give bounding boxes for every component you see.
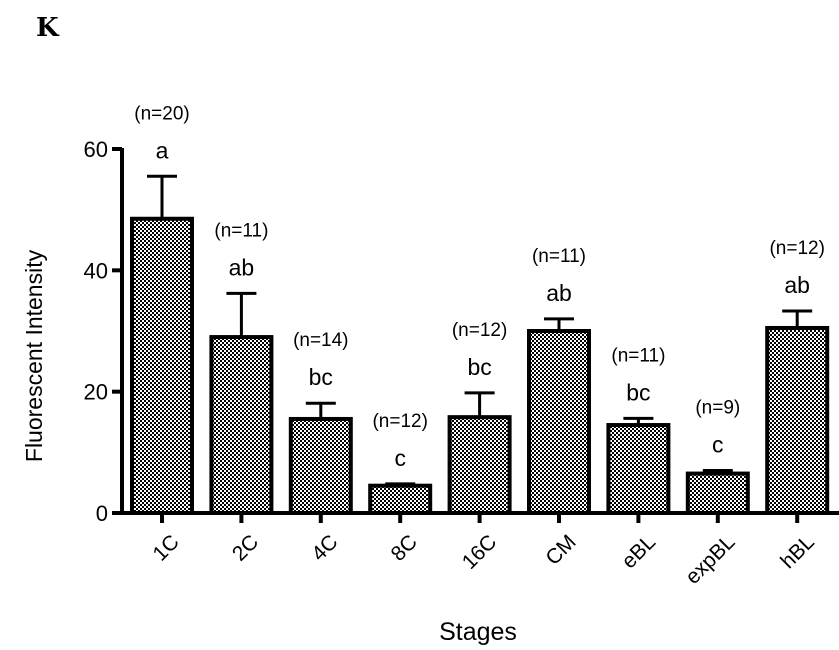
x-tick-label: 4C <box>307 530 342 565</box>
bar <box>606 423 671 515</box>
y-tick-label: 60 <box>84 137 108 162</box>
sample-size-label: (n=14) <box>293 330 348 351</box>
sample-size-label: (n=20) <box>134 103 189 124</box>
plot-area: 0 20 40 60 1C a (n=20) 2C ab (n=11) 4C bc (n=14) 8C c (… <box>84 103 839 589</box>
x-tick-label: expBL <box>681 530 739 588</box>
bar <box>685 471 750 516</box>
y-tick-label: 20 <box>84 380 108 405</box>
significance-label: bc <box>626 379 650 405</box>
x-tick-label: hBL <box>776 530 819 573</box>
panel-label: K <box>36 13 60 43</box>
x-tick-label: CM <box>541 530 580 569</box>
sample-size-label: (n=12) <box>372 411 427 432</box>
significance-label: ab <box>546 280 572 306</box>
bar <box>447 415 512 515</box>
sample-size-label: (n=12) <box>452 320 507 341</box>
x-tick-label: 1C <box>148 530 183 565</box>
bar <box>209 335 274 516</box>
significance-label: ab <box>229 254 255 280</box>
significance-label: c <box>712 432 724 458</box>
significance-label: a <box>156 137 169 163</box>
significance-label: ab <box>784 272 810 298</box>
y-tick-label: 0 <box>96 501 108 526</box>
bar <box>527 329 591 515</box>
significance-label: c <box>394 445 406 471</box>
x-tick-label: 8C <box>387 530 422 565</box>
sample-size-label: (n=11) <box>214 220 268 241</box>
sample-size-label: (n=11) <box>611 345 665 366</box>
sample-size-label: (n=12) <box>769 238 824 259</box>
x-axis-title: Stages <box>439 618 517 646</box>
sample-size-label: (n=11) <box>532 246 586 267</box>
significance-label: bc <box>309 364 333 390</box>
y-tick-label: 40 <box>84 258 108 283</box>
x-tick-label: 2C <box>228 530 263 565</box>
bar <box>765 325 830 516</box>
bar <box>130 216 194 515</box>
x-tick-label: 16C <box>458 530 502 574</box>
sample-size-label: (n=9) <box>695 398 740 419</box>
bar <box>288 416 353 516</box>
significance-label: bc <box>467 354 491 380</box>
y-axis-title: Fluorescent Intensity <box>21 249 47 462</box>
bar <box>368 483 433 516</box>
x-tick-label: eBL <box>617 530 660 573</box>
